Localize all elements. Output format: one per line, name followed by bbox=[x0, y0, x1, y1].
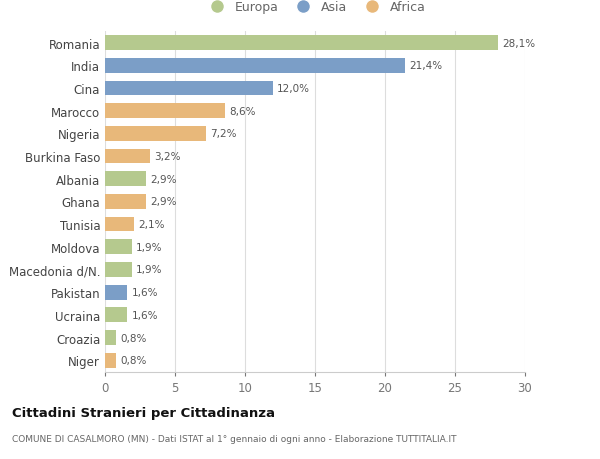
Bar bbox=[105, 36, 499, 51]
Text: 7,2%: 7,2% bbox=[210, 129, 236, 139]
Bar bbox=[105, 195, 146, 209]
Text: 1,9%: 1,9% bbox=[136, 242, 162, 252]
Text: 1,6%: 1,6% bbox=[131, 287, 158, 297]
Bar bbox=[105, 285, 127, 300]
Bar bbox=[105, 240, 131, 255]
Text: 28,1%: 28,1% bbox=[503, 39, 536, 49]
Bar bbox=[105, 217, 134, 232]
Text: 1,6%: 1,6% bbox=[131, 310, 158, 320]
Text: 1,9%: 1,9% bbox=[136, 265, 162, 275]
Text: 0,8%: 0,8% bbox=[121, 333, 147, 343]
Bar bbox=[105, 263, 131, 277]
Bar bbox=[105, 353, 116, 368]
Text: 3,2%: 3,2% bbox=[154, 151, 181, 162]
Bar bbox=[105, 127, 206, 141]
Bar bbox=[105, 149, 150, 164]
Text: Cittadini Stranieri per Cittadinanza: Cittadini Stranieri per Cittadinanza bbox=[12, 406, 275, 419]
Text: 0,8%: 0,8% bbox=[121, 355, 147, 365]
Bar bbox=[105, 81, 273, 96]
Bar bbox=[105, 308, 127, 323]
Text: 2,1%: 2,1% bbox=[139, 219, 165, 230]
Bar bbox=[105, 330, 116, 345]
Bar bbox=[105, 172, 146, 187]
Text: COMUNE DI CASALMORO (MN) - Dati ISTAT al 1° gennaio di ogni anno - Elaborazione : COMUNE DI CASALMORO (MN) - Dati ISTAT al… bbox=[12, 434, 457, 443]
Text: 8,6%: 8,6% bbox=[230, 106, 256, 117]
Legend: Europa, Asia, Africa: Europa, Asia, Africa bbox=[199, 0, 431, 19]
Text: 2,9%: 2,9% bbox=[150, 197, 176, 207]
Text: 12,0%: 12,0% bbox=[277, 84, 310, 94]
Text: 2,9%: 2,9% bbox=[150, 174, 176, 185]
Bar bbox=[105, 104, 226, 119]
Text: 21,4%: 21,4% bbox=[409, 61, 442, 71]
Bar bbox=[105, 59, 404, 73]
